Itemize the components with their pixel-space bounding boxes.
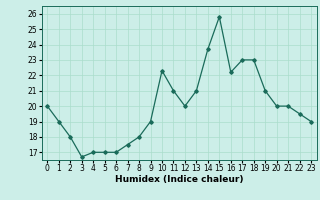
- X-axis label: Humidex (Indice chaleur): Humidex (Indice chaleur): [115, 175, 244, 184]
